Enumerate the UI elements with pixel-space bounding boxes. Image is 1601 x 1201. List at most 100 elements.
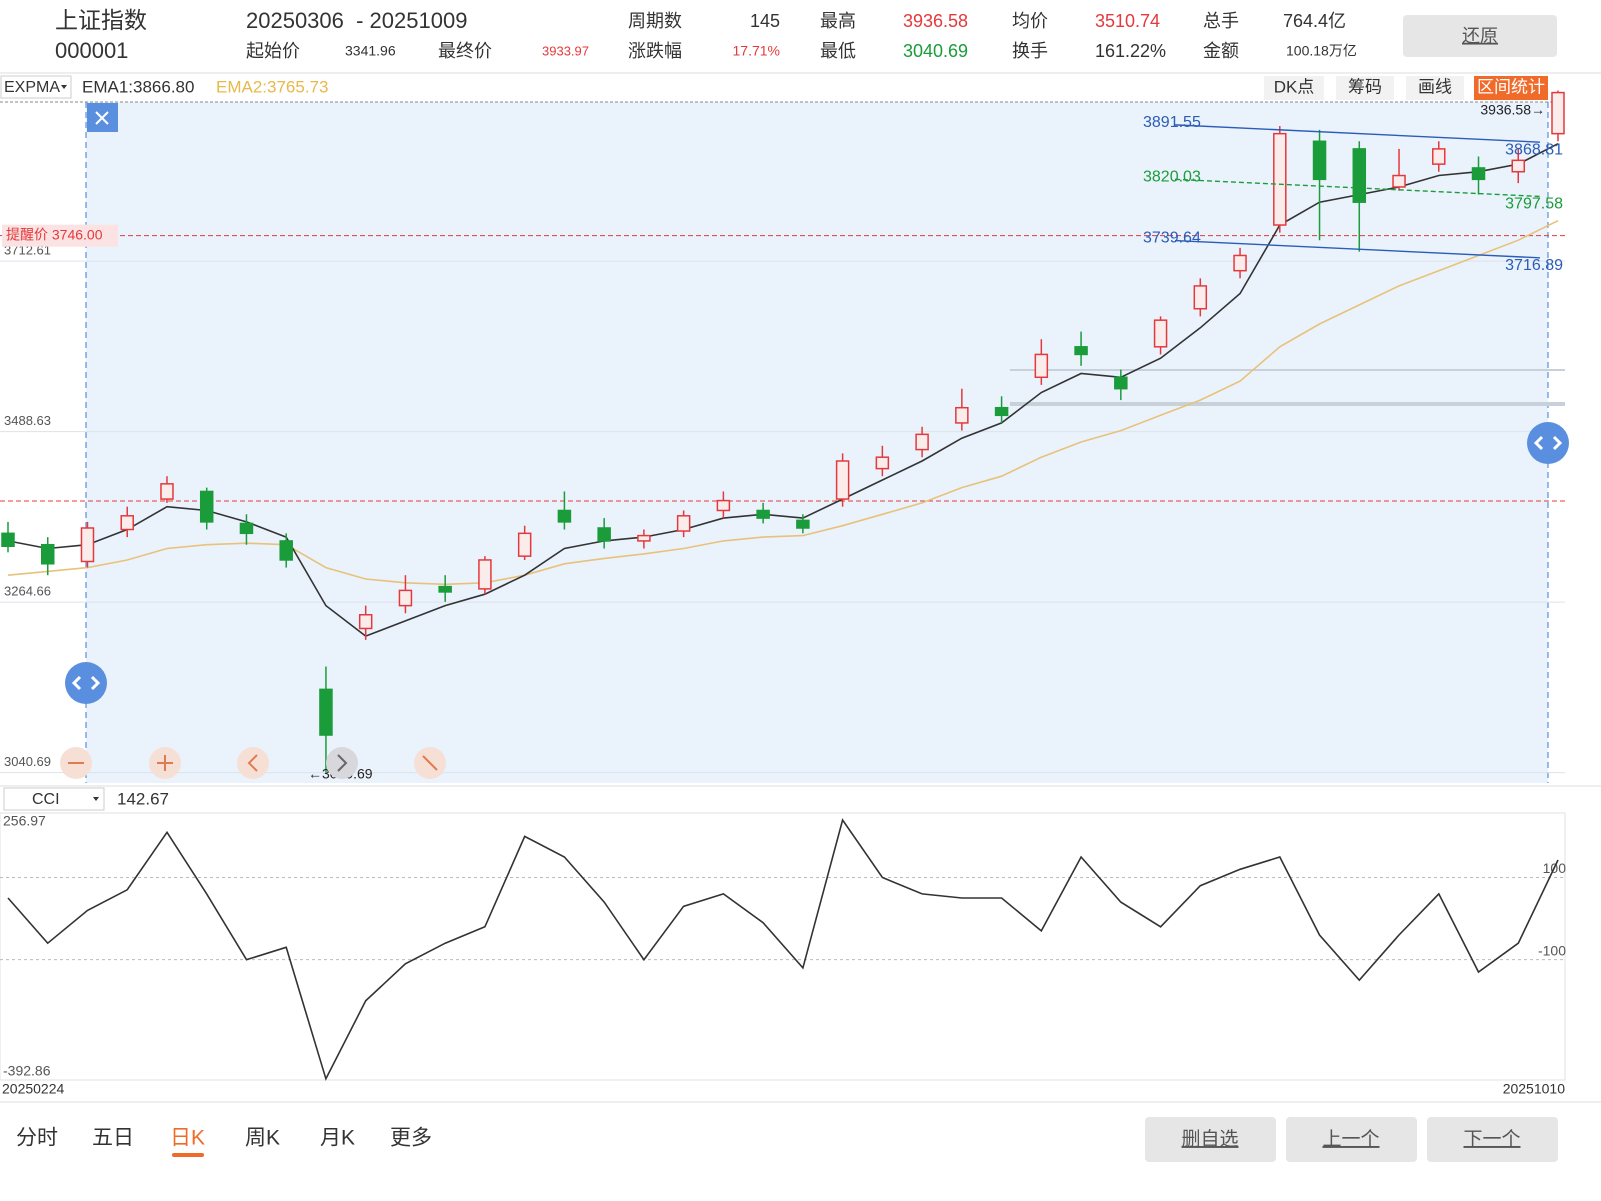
candle-body bbox=[1352, 148, 1367, 203]
y-tick-label: 256.97 bbox=[3, 813, 46, 829]
candle-body bbox=[1193, 285, 1208, 310]
candle-body bbox=[40, 543, 55, 565]
tool-button[interactable] bbox=[1336, 76, 1394, 100]
channel-start-label: 3739.64 bbox=[1143, 230, 1201, 247]
candle-body bbox=[1, 532, 15, 548]
button-text[interactable]: 删自选 bbox=[1181, 1128, 1238, 1150]
close-icon bbox=[95, 111, 109, 125]
candle-body bbox=[1511, 159, 1526, 173]
next[interactable] bbox=[326, 747, 358, 779]
max-label: 3936.58→ bbox=[1480, 102, 1545, 118]
tab[interactable]: 五日 bbox=[92, 1127, 134, 1150]
cci-line bbox=[7, 818, 1559, 1081]
candle-body bbox=[438, 585, 452, 593]
drag-handle[interactable] bbox=[65, 662, 107, 704]
tab[interactable]: 月K bbox=[320, 1127, 355, 1150]
candle-body bbox=[875, 456, 890, 470]
cci-select[interactable] bbox=[3, 787, 105, 811]
candle-body bbox=[398, 589, 413, 607]
label: 最高 bbox=[820, 11, 856, 31]
x-end: 20251010 bbox=[1503, 1081, 1566, 1097]
candle-body bbox=[1233, 254, 1247, 272]
restore-text[interactable]: 还原 bbox=[1462, 26, 1498, 46]
caret bbox=[61, 85, 67, 89]
button-text[interactable]: 上一个 bbox=[1322, 1128, 1379, 1150]
candle-body bbox=[199, 490, 214, 523]
candle-body bbox=[1153, 319, 1168, 348]
value: 17.71% bbox=[733, 43, 780, 59]
ema1-line bbox=[7, 142, 1559, 638]
tab-underline bbox=[172, 1153, 204, 1157]
tab[interactable]: 更多 bbox=[390, 1127, 432, 1150]
y-tick-label: 3040.69 bbox=[4, 754, 51, 769]
tool-button-text[interactable]: 画线 bbox=[1418, 77, 1452, 96]
tool-button[interactable] bbox=[1474, 76, 1548, 100]
candle-body bbox=[994, 406, 1009, 417]
header: 上证指数 000001 20250306 - 20251009 起始价 3341… bbox=[55, 7, 1557, 63]
value: 764.4亿 bbox=[1283, 11, 1346, 31]
value: 3936.58 bbox=[903, 11, 968, 31]
selected-region bbox=[86, 102, 1548, 783]
tool-button[interactable] bbox=[1406, 76, 1464, 100]
button[interactable] bbox=[1427, 1117, 1558, 1162]
restore-button[interactable] bbox=[1403, 15, 1557, 57]
candle-body bbox=[478, 559, 492, 590]
toolbar-buttons: DK点 筹码 画线 区间统计 bbox=[1264, 76, 1548, 100]
candle-body bbox=[120, 515, 134, 531]
candle-body bbox=[319, 688, 333, 736]
tool-button-text[interactable]: DK点 bbox=[1274, 77, 1315, 96]
ema1-label: EMA1:3866.80 bbox=[82, 77, 194, 96]
alert-bg bbox=[2, 224, 118, 247]
channel-end-label: 3716.89 bbox=[1505, 257, 1563, 274]
channel-line bbox=[1174, 239, 1541, 259]
tool-button-text[interactable]: 筹码 bbox=[1348, 77, 1382, 96]
label: 周期数 bbox=[628, 11, 682, 31]
candle-body bbox=[279, 540, 293, 561]
candle-body bbox=[358, 614, 373, 630]
candle-body bbox=[1432, 148, 1446, 165]
tool-button-text[interactable]: 区间统计 bbox=[1477, 77, 1545, 96]
candle-body bbox=[796, 519, 810, 529]
value: 3040.69 bbox=[903, 41, 968, 61]
channel-start-label: 3820.03 bbox=[1143, 169, 1201, 186]
candle-body bbox=[756, 509, 770, 519]
value: 3933.97 bbox=[542, 43, 589, 58]
cci-name[interactable]: CCI bbox=[32, 791, 60, 808]
tab[interactable]: 日K bbox=[170, 1127, 205, 1150]
zoom-controls bbox=[60, 747, 446, 779]
handle-icon bbox=[1533, 435, 1563, 451]
code: 000001 bbox=[55, 38, 128, 63]
value: 100.18万亿 bbox=[1286, 43, 1357, 59]
button-text[interactable]: 下一个 bbox=[1463, 1128, 1520, 1150]
handle-icon bbox=[71, 675, 101, 691]
y-tick-label: -392.86 bbox=[3, 1063, 51, 1079]
candle-body bbox=[1551, 91, 1565, 135]
alert-label: 提醒价 3746.00 bbox=[6, 226, 103, 242]
tab[interactable]: 分时 bbox=[16, 1127, 58, 1150]
cci-value: 142.67 bbox=[117, 789, 169, 808]
indicator-select[interactable] bbox=[0, 75, 72, 99]
value: 3510.74 bbox=[1095, 11, 1160, 31]
x-start: 20250224 bbox=[2, 1081, 65, 1097]
value: 161.22% bbox=[1095, 41, 1166, 61]
drag-handle[interactable] bbox=[1527, 422, 1569, 464]
cci-frame bbox=[0, 812, 1566, 1081]
ema2-line bbox=[7, 219, 1559, 586]
indicator[interactable]: EXPMA bbox=[4, 79, 60, 96]
candle-body bbox=[597, 527, 611, 542]
tool-button[interactable] bbox=[1264, 76, 1324, 100]
tab[interactable]: 周K bbox=[245, 1127, 280, 1150]
candle-body bbox=[1114, 376, 1128, 390]
candle-body bbox=[1392, 174, 1406, 188]
candle-body bbox=[239, 522, 254, 535]
channel-line bbox=[1174, 178, 1541, 198]
prev[interactable] bbox=[237, 747, 269, 779]
label: 最终价 bbox=[438, 41, 492, 61]
channel-start-label: 3891.55 bbox=[1143, 114, 1201, 131]
label: 金额 bbox=[1203, 41, 1239, 61]
button[interactable] bbox=[1286, 1117, 1417, 1162]
button[interactable] bbox=[1145, 1117, 1276, 1162]
